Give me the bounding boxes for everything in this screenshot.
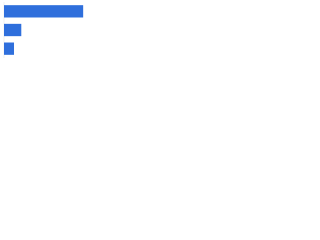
bar [4, 5, 84, 18]
bar [4, 42, 15, 55]
bar [4, 23, 22, 37]
chart [3, 2, 84, 58]
page: {"chart_data": {"type": "bar", "orientat… [0, 0, 100, 71]
